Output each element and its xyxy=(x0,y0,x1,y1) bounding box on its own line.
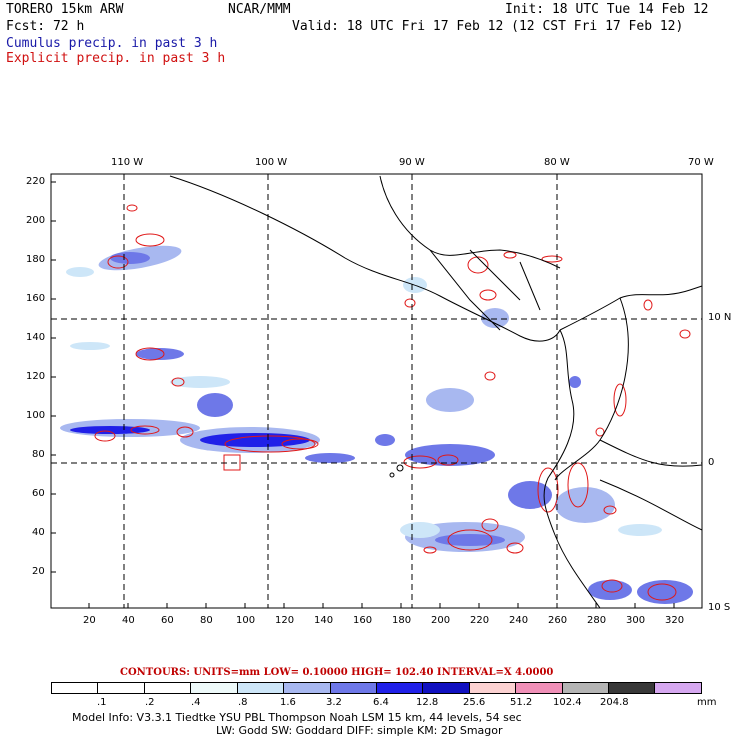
map-frame xyxy=(50,173,703,609)
color-bin xyxy=(98,683,145,693)
model-info-line2: LW: Godd SW: Goddard DIFF: simple KM: 2D… xyxy=(216,724,503,737)
color-bin xyxy=(191,683,238,693)
x-tick-label: 120 xyxy=(275,615,295,626)
contour-info: CONTOURS: UNITS=mm LOW= 0.10000 HIGH= 10… xyxy=(120,667,554,678)
y-tick-label: 80 xyxy=(32,449,45,460)
colorbar-label: 6.4 xyxy=(373,697,389,708)
model-title: TORERO 15km ARW xyxy=(6,2,124,17)
colorbar-label: 204.8 xyxy=(600,697,629,708)
y-tick-label: 200 xyxy=(26,215,46,226)
colorbar-label: .1 xyxy=(97,697,107,708)
colorbar-label: 12.8 xyxy=(416,697,439,708)
model-info-line1: Model Info: V3.3.1 Tiedtke YSU PBL Thomp… xyxy=(72,711,522,724)
explicit-precip-contours xyxy=(94,204,691,601)
latlon-grid xyxy=(51,174,702,608)
lon-label-100w: 100 W xyxy=(255,157,288,168)
legend-cumulus: Cumulus precip. in past 3 h xyxy=(6,36,218,51)
x-tick-label: 100 xyxy=(236,615,256,626)
y-tick-label: 60 xyxy=(32,488,45,499)
color-bin xyxy=(237,683,285,693)
color-bin xyxy=(330,683,377,693)
color-bin xyxy=(516,683,563,693)
x-tick-label: 140 xyxy=(314,615,334,626)
valid-time: Valid: 18 UTC Fri 17 Feb 12 (12 CST Fri … xyxy=(292,19,684,34)
lon-label-80w: 80 W xyxy=(544,157,570,168)
init-time: Init: 18 UTC Tue 14 Feb 12 xyxy=(505,2,709,17)
forecast-hour: Fcst: 72 h xyxy=(6,19,85,34)
x-tick-label: 200 xyxy=(431,615,451,626)
coastlines xyxy=(169,175,703,609)
cumulus-precip-layer xyxy=(60,245,693,604)
colorbar-label: .2 xyxy=(145,697,155,708)
x-tick-label: 300 xyxy=(626,615,646,626)
x-tick-label: 320 xyxy=(665,615,685,626)
legend-explicit: Explicit precip. in past 3 h xyxy=(6,51,226,66)
x-tick-label: 180 xyxy=(392,615,412,626)
colorbar-label: .8 xyxy=(238,697,248,708)
y-tick-label: 140 xyxy=(26,332,46,343)
colorbar-label: 51.2 xyxy=(510,697,533,708)
color-bar xyxy=(51,682,702,694)
colorbar-label: 3.2 xyxy=(326,697,342,708)
color-bin xyxy=(469,683,517,693)
colorbar-unit: mm xyxy=(697,697,717,708)
x-tick-label: 160 xyxy=(353,615,373,626)
color-bin xyxy=(52,683,99,693)
colorbar-label: 1.6 xyxy=(280,697,296,708)
lon-label-110w: 110 W xyxy=(111,157,144,168)
y-tick-label: 40 xyxy=(32,527,45,538)
colorbar-label: .4 xyxy=(191,697,201,708)
x-tick-label: 80 xyxy=(200,615,213,626)
x-tick-label: 220 xyxy=(470,615,490,626)
tick-marks xyxy=(51,181,675,608)
color-bin xyxy=(144,683,192,693)
color-bin xyxy=(284,683,331,693)
x-tick-label: 40 xyxy=(122,615,135,626)
y-tick-label: 100 xyxy=(26,410,46,421)
color-bin xyxy=(562,683,610,693)
y-tick-label: 160 xyxy=(26,293,46,304)
lon-label-70w: 70 W xyxy=(688,157,714,168)
lon-label-90w: 90 W xyxy=(399,157,425,168)
x-tick-label: 20 xyxy=(83,615,96,626)
color-bin xyxy=(655,683,701,693)
colorbar-label: 25.6 xyxy=(463,697,486,708)
x-tick-label: 280 xyxy=(587,615,607,626)
y-tick-label: 20 xyxy=(32,566,45,577)
x-tick-label: 260 xyxy=(548,615,568,626)
x-tick-label: 240 xyxy=(509,615,529,626)
colorbar-label: 102.4 xyxy=(553,697,582,708)
lat-label-10n: 10 N xyxy=(708,312,732,323)
color-bin xyxy=(376,683,424,693)
color-bin xyxy=(423,683,470,693)
color-bin xyxy=(609,683,656,693)
y-tick-label: 220 xyxy=(26,176,46,187)
y-tick-label: 120 xyxy=(26,371,46,382)
lat-label-10s: 10 S xyxy=(708,602,731,613)
x-tick-label: 60 xyxy=(161,615,174,626)
y-tick-label: 180 xyxy=(26,254,46,265)
organization-label: NCAR/MMM xyxy=(228,2,291,17)
lat-label-0: 0 xyxy=(708,457,715,468)
